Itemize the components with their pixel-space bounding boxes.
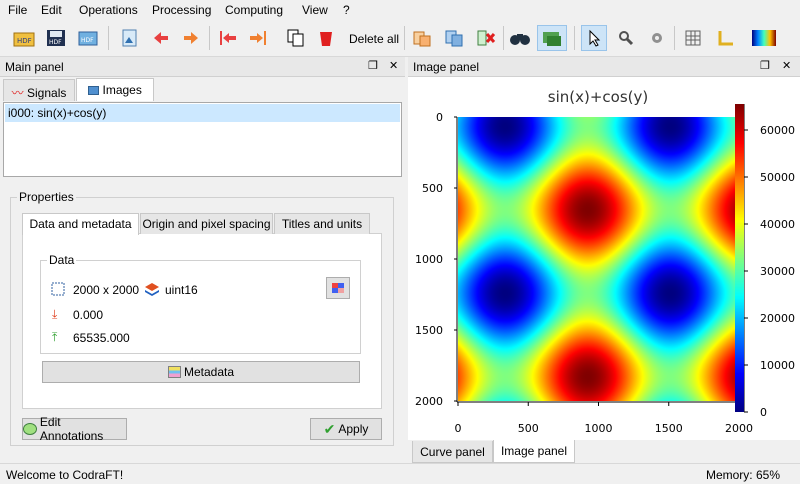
- svg-text:HDF: HDF: [81, 37, 94, 44]
- data-group-title: Data: [47, 253, 77, 267]
- status-bar: Welcome to CodraFT! Memory: 65%: [0, 463, 800, 484]
- memory-usage: Memory: 65%: [705, 468, 780, 482]
- menu-bar: File Edit Operations Processing Computin…: [0, 0, 800, 20]
- colorbar-tick-label: 30000: [760, 265, 795, 278]
- y-tick-label: 2000: [415, 395, 443, 408]
- menu-help[interactable]: ?: [343, 3, 350, 17]
- tab-images[interactable]: Images: [76, 78, 154, 101]
- menu-computing[interactable]: Computing: [225, 3, 284, 17]
- tab-image-panel[interactable]: Image panel: [493, 440, 575, 463]
- metadata-button[interactable]: Metadata: [42, 361, 360, 383]
- edit-annotations-button[interactable]: Edit Annotations: [22, 415, 127, 443]
- signals-icon: 〰: [11, 86, 24, 100]
- duplicate-icon[interactable]: [282, 25, 308, 51]
- list-item-label: i000: sin(x)+cos(y): [8, 106, 107, 120]
- float-icon[interactable]: ❐: [368, 60, 378, 72]
- settings-icon[interactable]: [644, 25, 670, 51]
- grid-icon[interactable]: [680, 25, 706, 51]
- image-dtype: uint16: [165, 283, 198, 297]
- tab-titles-and-units[interactable]: Titles and units: [274, 213, 370, 234]
- close-icon[interactable]: ✕: [389, 60, 399, 72]
- status-message: Welcome to CodraFT!: [6, 468, 124, 482]
- tab-signals[interactable]: 〰 Signals: [3, 79, 75, 101]
- tab-data-and-metadata[interactable]: Data and metadata: [22, 213, 139, 235]
- max-value-icon: ⤒: [52, 330, 58, 344]
- image-preview-icon: [332, 283, 344, 293]
- tab-curve-panel[interactable]: Curve panel: [412, 441, 493, 463]
- properties-title: Properties: [17, 190, 76, 204]
- min-value: 0.000: [73, 308, 104, 322]
- move-last-icon[interactable]: [245, 25, 271, 51]
- move-down-icon[interactable]: [178, 25, 204, 51]
- x-tick-label: 500: [518, 422, 539, 435]
- image-preview-button[interactable]: [326, 277, 350, 299]
- delete-all-button[interactable]: Delete all: [349, 32, 400, 46]
- colorbar-tick-label: 20000: [760, 312, 795, 325]
- size-icon: [51, 282, 65, 299]
- sum-icon[interactable]: [409, 25, 435, 51]
- apply-button[interactable]: ✔ Apply: [310, 418, 382, 440]
- float-icon[interactable]: ❐: [760, 60, 770, 72]
- heatmap-image: [458, 117, 739, 401]
- image-size: 2000 x 2000: [73, 283, 140, 297]
- colorbar: [735, 104, 744, 412]
- image-list[interactable]: i000: sin(x)+cos(y): [3, 102, 402, 177]
- delete-icon[interactable]: [313, 25, 339, 51]
- close-icon[interactable]: ✕: [782, 60, 792, 72]
- x-tick-label: 0: [455, 422, 462, 435]
- toolbar: HDF HDF HDF Delete all: [0, 20, 800, 57]
- binoculars-icon[interactable]: [507, 25, 533, 51]
- data-group: [40, 260, 361, 354]
- remove-icon[interactable]: [473, 25, 499, 51]
- colorbar-tick-label: 40000: [760, 218, 795, 231]
- save-hdf5-icon[interactable]: HDF: [43, 25, 69, 51]
- svg-text:HDF: HDF: [17, 37, 32, 45]
- main-panel-titlebar: Main panel ❐ ✕: [0, 57, 405, 77]
- import-hdf5-icon[interactable]: HDF: [75, 25, 101, 51]
- menu-file[interactable]: File: [8, 3, 28, 17]
- x-tick-label: 1500: [655, 422, 683, 435]
- image-panel-title: Image panel: [413, 60, 480, 74]
- plot-title: sin(x)+cos(y): [548, 88, 648, 106]
- image-panel-titlebar: Image panel ❐ ✕: [408, 57, 800, 77]
- x-tick-label: 1000: [585, 422, 613, 435]
- zoom-icon[interactable]: [613, 25, 639, 51]
- move-first-icon[interactable]: [215, 25, 241, 51]
- properties-group: [10, 197, 394, 446]
- colorbar-tick-label: 10000: [760, 359, 795, 372]
- y-tick-label: 500: [422, 182, 443, 195]
- colorbar-tick-label: 60000: [760, 124, 795, 137]
- axes-icon[interactable]: [712, 25, 738, 51]
- svg-text:HDF: HDF: [49, 39, 62, 46]
- list-item[interactable]: i000: sin(x)+cos(y): [5, 104, 400, 122]
- metadata-icon: [167, 366, 181, 378]
- annotation-icon: [23, 423, 37, 435]
- colormap-icon[interactable]: [749, 25, 779, 51]
- y-tick-label: 1000: [415, 253, 443, 266]
- x-tick-label: 2000: [725, 422, 753, 435]
- move-up-icon[interactable]: [148, 25, 174, 51]
- tab-origin-and-pixel-spacing[interactable]: Origin and pixel spacing: [140, 213, 273, 234]
- colorbar-tick-label: 0: [760, 406, 767, 419]
- dtype-icon: [144, 281, 160, 300]
- main-panel-title: Main panel: [5, 60, 64, 74]
- checkmark-icon: ✔: [323, 420, 336, 437]
- y-tick-label: 0: [436, 111, 443, 124]
- menu-operations[interactable]: Operations: [79, 3, 138, 17]
- new-image-icon[interactable]: [116, 25, 142, 51]
- panel-icon[interactable]: [537, 25, 567, 51]
- min-value-icon: ⤓: [52, 307, 58, 321]
- cursor-icon[interactable]: [581, 25, 607, 51]
- y-tick-label: 1500: [415, 324, 443, 337]
- average-icon[interactable]: [441, 25, 467, 51]
- open-hdf5-icon[interactable]: HDF: [11, 25, 37, 51]
- menu-processing[interactable]: Processing: [152, 3, 212, 17]
- max-value: 65535.000: [73, 331, 130, 345]
- menu-edit[interactable]: Edit: [41, 3, 62, 17]
- menu-view[interactable]: View: [302, 3, 328, 17]
- image-plot[interactable]: sin(x)+cos(y) 0 500 1000 1500 2000 0 500 1000 15…: [408, 77, 800, 440]
- colorbar-tick-label: 50000: [760, 171, 795, 184]
- images-icon: [88, 86, 100, 96]
